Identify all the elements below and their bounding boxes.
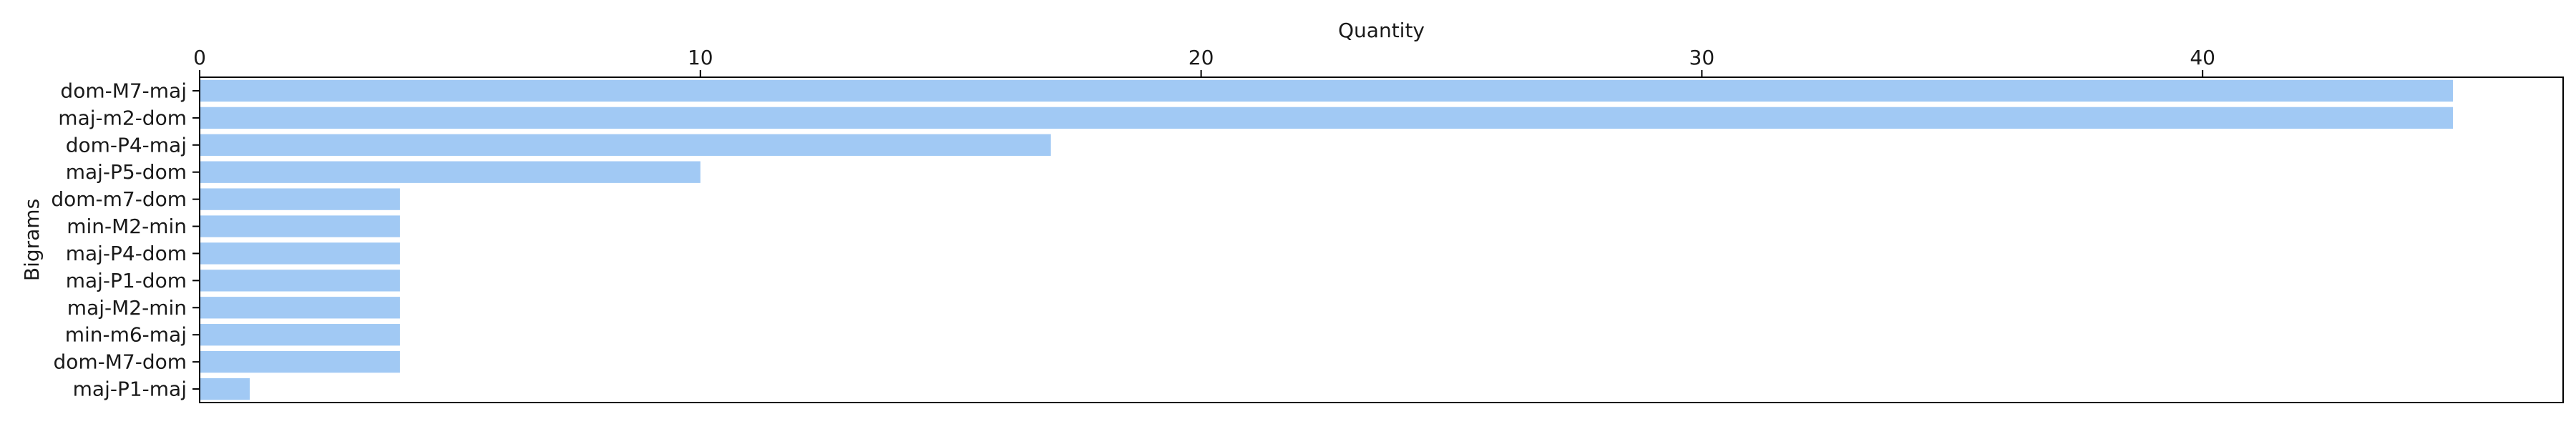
y-tick-label: min-m6-maj [65, 323, 187, 347]
x-axis-label: Quantity [1338, 19, 1425, 42]
bar-maj-P1-maj [200, 378, 250, 400]
plot-frame [199, 77, 2564, 403]
bar-maj-P5-dom [200, 161, 701, 183]
y-tick-label: maj-m2-dom [58, 106, 187, 129]
y-tick-label: dom-P4-maj [66, 133, 187, 157]
y-tick-label: dom-M7-dom [53, 350, 187, 374]
y-axis-label: Bigrams [20, 199, 44, 281]
y-tick-label: maj-P5-dom [66, 160, 187, 184]
x-tick-label: 30 [1689, 46, 1715, 69]
x-tick-label: 10 [688, 46, 713, 69]
bars-layer [200, 79, 2454, 400]
y-tick-label: maj-P1-dom [66, 269, 187, 292]
bar-dom-M7-maj [200, 79, 2454, 102]
y-tick-label: maj-P1-maj [73, 378, 187, 401]
bar-dom-m7-dom [200, 188, 400, 210]
bar-maj-P1-dom [200, 270, 400, 292]
bar-dom-P4-maj [200, 134, 1051, 156]
y-tick-label: maj-P4-dom [66, 242, 187, 265]
x-axis-ticks: 0 10 20 30 40 [193, 46, 2215, 77]
x-tick-label: 20 [1189, 46, 1214, 69]
y-tick-label: maj-M2-min [67, 296, 187, 320]
bar-min-M2-min [200, 215, 400, 237]
y-axis-ticks: dom-M7-maj maj-m2-dom dom-P4-maj maj-P5-dom… [51, 79, 200, 401]
bar-maj-P4-dom [200, 242, 400, 265]
x-tick-label: 0 [193, 46, 206, 69]
y-tick-label: min-M2-min [67, 214, 187, 238]
bar-maj-m2-dom [200, 107, 2454, 129]
x-tick-label: 40 [2190, 46, 2215, 69]
y-tick-label: dom-M7-maj [60, 79, 187, 102]
bar-maj-M2-min [200, 297, 400, 319]
y-tick-label: dom-m7-dom [51, 187, 187, 211]
bar-min-m6-maj [200, 324, 400, 346]
bar-dom-M7-dom [200, 350, 400, 373]
